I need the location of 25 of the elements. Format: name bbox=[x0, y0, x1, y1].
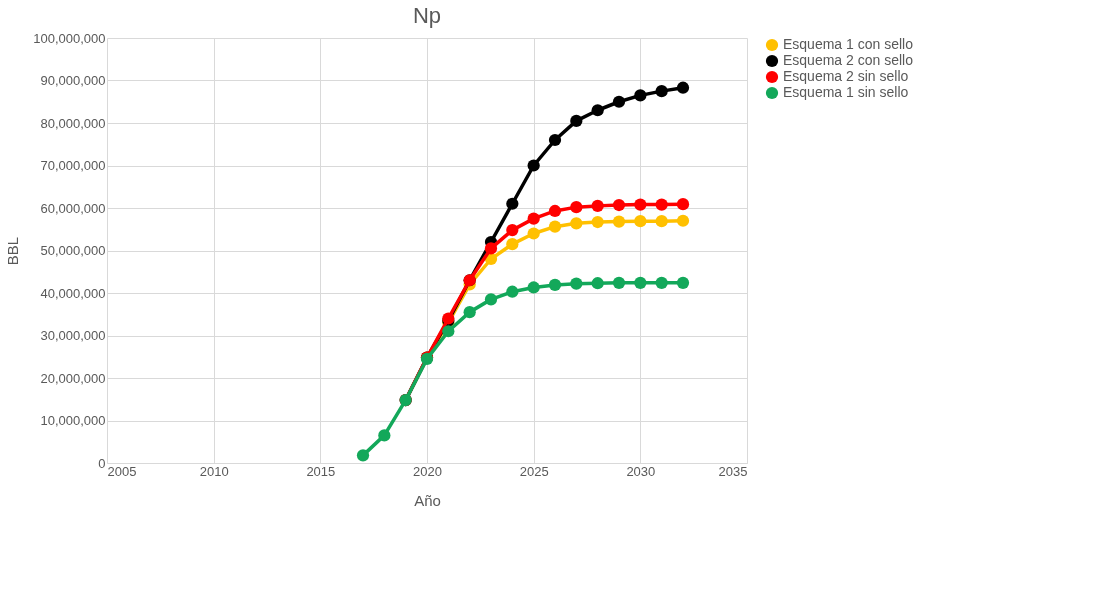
x-tick-label: 2035 bbox=[718, 463, 748, 479]
y-tick-label: 50,000,000 bbox=[40, 243, 106, 258]
y-axis-title: BBL bbox=[4, 236, 22, 266]
y-tick-label: 30,000,000 bbox=[40, 328, 106, 343]
legend-label: Esquema 2 sin sello bbox=[783, 68, 909, 84]
x-tick-label: 2020 bbox=[413, 463, 442, 479]
legend-label: Esquema 1 con sello bbox=[783, 36, 914, 52]
y-tick-label: 90,000,000 bbox=[40, 73, 106, 88]
y-tick-label: 80,000,000 bbox=[40, 115, 106, 131]
y-tick-label: 100,000,000 bbox=[33, 30, 106, 46]
legend-label: Esquema 2 con sello bbox=[783, 52, 914, 68]
chart-title: Np bbox=[412, 3, 442, 28]
y-tick-label: 70,000,000 bbox=[40, 158, 106, 173]
y-tick-label: 20,000,000 bbox=[40, 370, 106, 386]
x-tick-label: 2025 bbox=[519, 463, 549, 479]
x-tick-label: 2015 bbox=[306, 463, 336, 479]
y-tick-label: 10,000,000 bbox=[40, 413, 106, 428]
legend-label: Esquema 1 sin sello bbox=[783, 84, 909, 100]
y-tick-label: 0 bbox=[98, 455, 106, 471]
x-tick-label: 2005 bbox=[107, 463, 137, 479]
x-tick-label: 2030 bbox=[626, 463, 656, 479]
y-tick-label: 40,000,000 bbox=[40, 285, 106, 301]
x-tick-label: 2010 bbox=[199, 463, 229, 479]
x-axis-title: Año bbox=[414, 491, 441, 509]
y-tick-label: 60,000,000 bbox=[40, 200, 106, 216]
